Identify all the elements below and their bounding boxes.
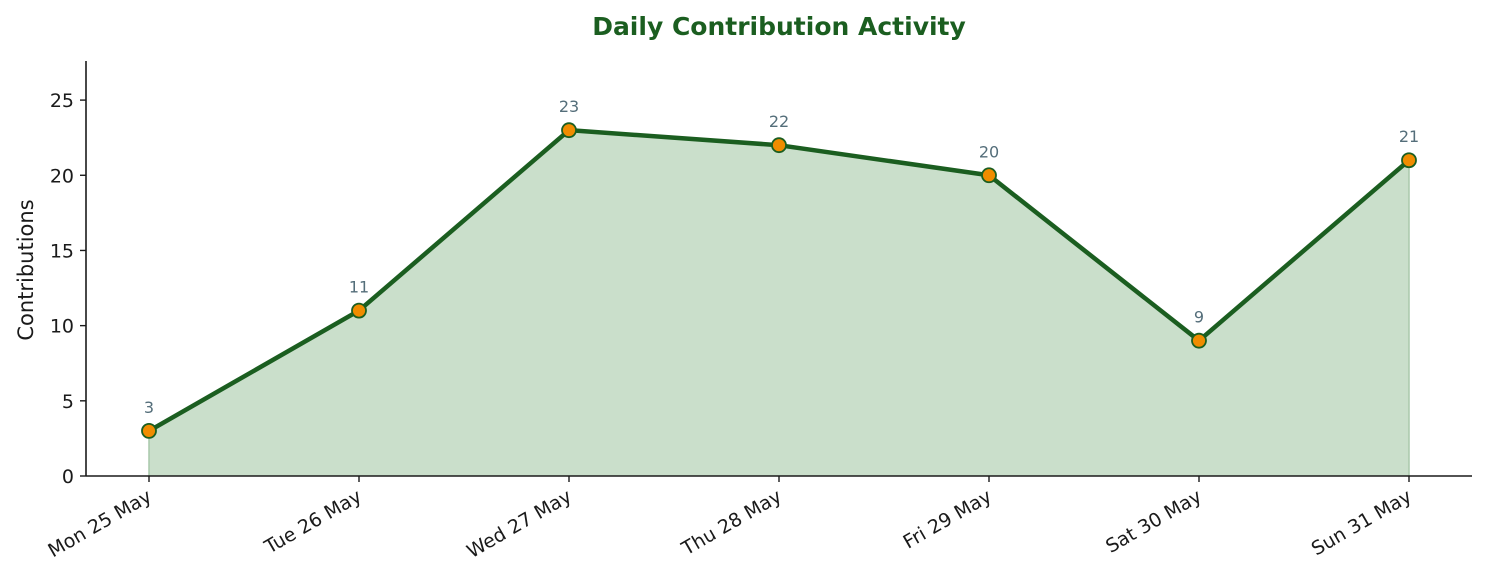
y-tick-label: 20 [50,165,74,187]
x-tick-label: Wed 27 May [463,485,575,563]
data-label: 23 [559,97,579,116]
y-tick-label: 15 [50,240,74,262]
data-point [141,422,157,439]
y-tick-label: 10 [50,316,74,338]
y-tick-label: 0 [62,466,74,488]
data-point [561,122,577,139]
x-tick-label: Mon 25 May [44,485,155,562]
data-point [1191,332,1207,349]
data-label: 21 [1399,127,1419,146]
y-axis-label: Contributions [14,199,38,340]
plot-area: 0 5 10 15 20 25 Mon 25 May Tue 26 May Wed 27 May… [44,61,1472,563]
data-point [981,167,997,184]
x-tick-label: Tue 26 May [260,485,365,559]
x-tick-label: Sat 30 May [1102,485,1205,557]
data-label: 22 [769,112,789,131]
data-point [771,137,787,154]
x-tick-label: Thu 28 May [677,485,785,560]
data-label: 20 [979,142,999,161]
x-tick-label: Sun 31 May [1308,485,1416,560]
y-tick-label: 25 [50,90,74,112]
data-label: 9 [1194,308,1204,327]
data-point [1401,152,1417,169]
data-label: 11 [349,278,369,297]
data-point [351,302,367,319]
x-tick-label: Fri 29 May [899,485,995,553]
data-label: 3 [144,398,154,417]
y-tick-label: 5 [62,391,74,413]
series-area-fill [149,130,1409,476]
chart-title: Daily Contribution Activity [592,12,966,41]
